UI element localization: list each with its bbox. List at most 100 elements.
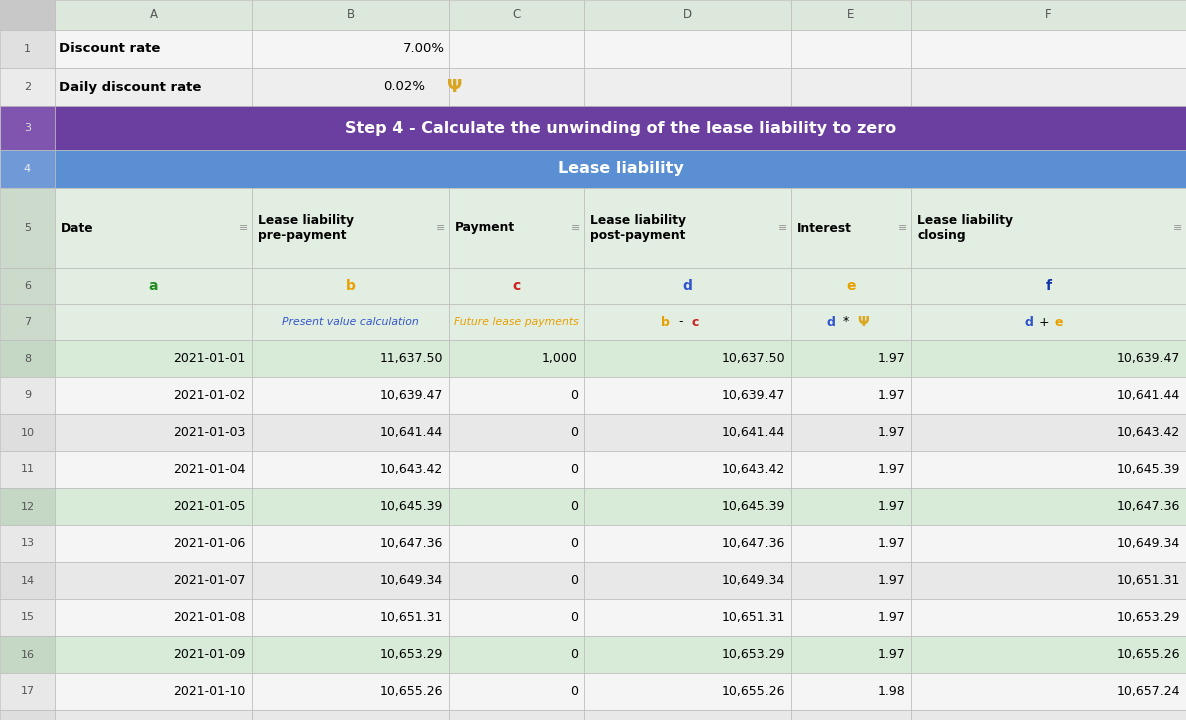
Bar [0,525,55,562]
Bar [251,268,449,304]
Bar [0,188,55,268]
Text: Lease liability: Lease liability [557,161,683,176]
Bar [55,340,251,377]
Bar [0,30,55,68]
Bar [791,188,911,268]
Text: 10,639.47: 10,639.47 [380,389,444,402]
Text: 10: 10 [20,428,34,438]
Bar [55,0,251,30]
Bar [0,68,55,106]
Bar [791,488,911,525]
Bar [791,68,911,106]
Bar [55,268,251,304]
Bar [251,636,449,673]
Bar [55,636,251,673]
Text: 1.97: 1.97 [878,611,905,624]
Bar [449,562,584,599]
Text: 0.02%: 0.02% [383,81,425,94]
Text: 2: 2 [24,82,31,92]
Text: Lease liability
closing: Lease liability closing [917,214,1013,242]
Bar [0,599,55,636]
Text: 16: 16 [20,649,34,660]
Bar [911,451,1186,488]
Text: F: F [1045,9,1052,22]
Text: 11: 11 [20,464,34,474]
Text: 10,641.44: 10,641.44 [380,426,444,439]
Text: 0: 0 [570,500,578,513]
Text: ≡: ≡ [240,223,249,233]
Bar [584,340,791,377]
Bar [55,488,251,525]
Text: 4: 4 [24,164,31,174]
Bar [911,525,1186,562]
Bar [584,377,791,414]
Text: c: c [691,315,700,328]
Text: 1.97: 1.97 [878,574,905,587]
Text: ≡: ≡ [1173,223,1182,233]
Text: 10,657.24: 10,657.24 [1116,685,1180,698]
Bar [791,30,911,68]
Bar [791,377,911,414]
Bar [251,525,449,562]
Bar [449,0,584,30]
Bar [911,414,1186,451]
Text: -: - [678,315,683,328]
Text: 2021-01-06: 2021-01-06 [173,537,246,550]
Text: 2021-01-01: 2021-01-01 [173,352,246,365]
Text: 2021-01-07: 2021-01-07 [173,574,246,587]
Bar [55,710,251,720]
Text: d: d [683,279,693,293]
Bar [584,268,791,304]
Bar [55,599,251,636]
Bar [911,188,1186,268]
Bar [911,562,1186,599]
Bar [911,599,1186,636]
Bar [55,106,1186,150]
Text: d: d [827,315,835,328]
Bar [911,340,1186,377]
Text: Lease liability
pre-payment: Lease liability pre-payment [259,214,353,242]
Text: 2021-01-03: 2021-01-03 [173,426,246,439]
Text: 2021-01-08: 2021-01-08 [173,611,246,624]
Bar [251,304,449,340]
Text: B: B [346,9,355,22]
Text: 0: 0 [570,574,578,587]
Bar [584,451,791,488]
Bar [0,414,55,451]
Text: 10,643.42: 10,643.42 [722,463,785,476]
Bar [449,340,584,377]
Text: 5: 5 [24,223,31,233]
Bar [791,562,911,599]
Bar [911,68,1186,106]
Bar [449,525,584,562]
Text: 1.97: 1.97 [878,389,905,402]
Text: E: E [847,9,855,22]
Bar [791,414,911,451]
Bar [0,562,55,599]
Text: 9: 9 [24,390,31,400]
Text: f: f [1046,279,1052,293]
Bar [449,636,584,673]
Bar [791,304,911,340]
Bar [584,525,791,562]
Text: 10,647.36: 10,647.36 [721,537,785,550]
Text: 0: 0 [570,537,578,550]
Text: 0: 0 [570,611,578,624]
Text: C: C [512,9,521,22]
Text: Ψ: Ψ [447,78,463,96]
Text: 0: 0 [570,648,578,661]
Text: 7: 7 [24,317,31,327]
Bar [55,68,251,106]
Text: 12: 12 [20,502,34,511]
Text: 1.97: 1.97 [878,463,905,476]
Text: 10,639.47: 10,639.47 [721,389,785,402]
Text: Date: Date [60,222,94,235]
Text: e: e [1054,315,1063,328]
Bar [791,451,911,488]
Bar [55,377,251,414]
Text: 2021-01-02: 2021-01-02 [173,389,246,402]
Bar [584,68,791,106]
Bar [449,488,584,525]
Text: A: A [149,9,158,22]
Text: 10,655.26: 10,655.26 [380,685,444,698]
